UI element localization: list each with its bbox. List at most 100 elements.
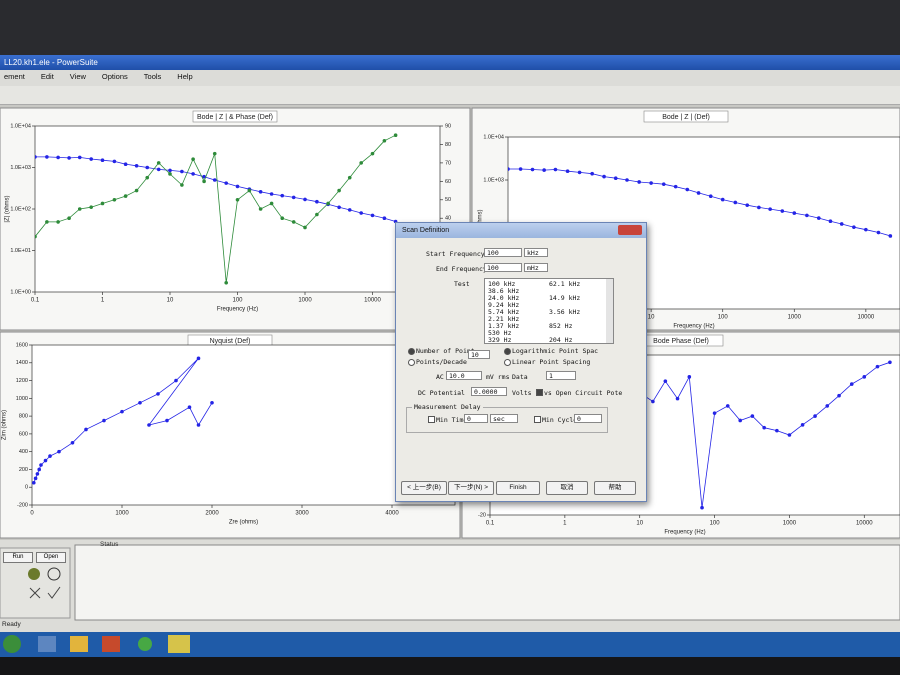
menu-item[interactable]: Edit	[40, 72, 54, 81]
list-item: 852 Hz	[549, 322, 573, 330]
data-point	[542, 168, 546, 172]
data-point	[56, 220, 60, 224]
dialog-button[interactable]: < 上一步(B)	[401, 481, 447, 495]
menu-item[interactable]: Options	[101, 72, 128, 81]
list-item: 3.56 kHz	[549, 308, 581, 316]
data-point	[565, 169, 570, 174]
checkbox[interactable]	[428, 416, 435, 423]
data-point	[134, 188, 139, 193]
menu-item[interactable]: ement	[4, 72, 25, 81]
checkbox[interactable]	[534, 416, 541, 423]
taskbar-icon[interactable]	[38, 636, 56, 652]
input[interactable]: 0.0000	[471, 387, 507, 396]
radio[interactable]	[408, 348, 415, 355]
data-point	[685, 187, 690, 192]
label: Number of Point	[416, 347, 475, 355]
input[interactable]: 0	[574, 414, 602, 423]
input[interactable]: 100	[484, 248, 522, 257]
checkbox[interactable]	[536, 389, 543, 396]
y-tick-label: 1.0E+03	[10, 165, 31, 171]
status-title: Status	[100, 541, 119, 548]
data-point	[145, 165, 150, 170]
dialog-button[interactable]: 下一步(N) >	[448, 481, 494, 495]
status-bar: Ready	[2, 621, 21, 628]
data-point	[56, 155, 60, 160]
test-list[interactable]: 100 kHz 38.6 kHz 24.0 kHz 9.24 kHz 5.74 kHz 2…	[484, 278, 614, 344]
data-point	[837, 393, 841, 398]
select[interactable]: kHz	[524, 248, 548, 257]
status-panel	[74, 544, 900, 621]
dialog-button[interactable]: 取消	[546, 481, 588, 495]
data-point	[720, 197, 725, 202]
data-point	[738, 418, 743, 423]
taskbar-icon[interactable]	[138, 637, 152, 651]
x-tick-label: 1000	[115, 511, 129, 517]
data-point	[382, 216, 387, 221]
dialog-button[interactable]: 帮助	[594, 481, 636, 495]
window-title: LL20.kh1.ele - PowerSuite	[4, 58, 98, 67]
input[interactable]: 1	[546, 371, 576, 380]
x-tick-label: 3000	[295, 511, 309, 517]
list-item: 5.74 kHz	[488, 308, 520, 316]
menu-bar: ement Edit View Options Tools Help	[4, 72, 209, 81]
input[interactable]: 0	[464, 414, 488, 423]
menu-item[interactable]: Tools	[143, 72, 162, 81]
scrollbar[interactable]	[606, 279, 613, 343]
data-point	[258, 189, 263, 194]
bezel-top	[0, 0, 900, 55]
label: AC	[436, 373, 444, 381]
data-point	[269, 192, 274, 196]
close-button[interactable]	[618, 225, 642, 235]
radio[interactable]	[408, 359, 415, 366]
action-icon[interactable]	[28, 568, 40, 580]
radio[interactable]	[504, 348, 511, 355]
select[interactable]: sec	[490, 414, 518, 423]
start-button[interactable]	[3, 635, 21, 653]
input[interactable]: 10.0	[446, 371, 482, 380]
taskbar	[0, 632, 900, 657]
y-tick-label: -20	[478, 512, 486, 518]
data-point	[708, 194, 713, 199]
data-point	[89, 157, 93, 161]
input[interactable]: 10	[468, 350, 490, 359]
data-point	[876, 230, 881, 235]
y-tick-label: 1.0E+00	[10, 289, 31, 295]
select[interactable]: mHz	[524, 263, 548, 272]
y-tick-label: 600	[19, 431, 28, 437]
data-point	[382, 138, 387, 143]
taskbar-icon[interactable]	[102, 636, 120, 652]
data-point	[156, 167, 161, 172]
list-item: 38.6 kHz	[488, 287, 520, 295]
title-box	[643, 110, 729, 123]
data-point	[303, 225, 307, 230]
open-button[interactable]: Open	[36, 552, 66, 563]
data-point	[67, 216, 71, 221]
input[interactable]: 100	[484, 263, 522, 272]
action-icon[interactable]	[47, 586, 61, 599]
data-point	[393, 133, 398, 138]
x-tick-label: 10000	[364, 298, 381, 304]
group-box	[406, 407, 608, 433]
menu-item[interactable]: Help	[177, 72, 193, 81]
action-icon[interactable]	[29, 587, 41, 599]
menu-item[interactable]: View	[69, 72, 86, 81]
radio[interactable]	[504, 359, 511, 366]
taskbar-icon[interactable]	[70, 636, 88, 652]
data-point	[518, 167, 523, 171]
taskbar-icon[interactable]	[168, 635, 190, 653]
plot-area	[31, 344, 456, 506]
data-point	[651, 399, 655, 404]
data-point	[187, 405, 192, 410]
data-point	[138, 400, 142, 405]
data-point	[813, 414, 817, 418]
data-point	[750, 414, 755, 418]
action-icon[interactable]	[47, 567, 61, 581]
data-point	[43, 458, 48, 463]
label: DC Potential	[418, 389, 465, 397]
label: Min Time	[436, 416, 468, 424]
x-tick-label: 4000	[385, 511, 399, 517]
dialog-button[interactable]: Finish	[496, 481, 540, 495]
label: Linear Point Spacing	[512, 358, 591, 366]
run-button[interactable]: Run	[3, 552, 33, 563]
